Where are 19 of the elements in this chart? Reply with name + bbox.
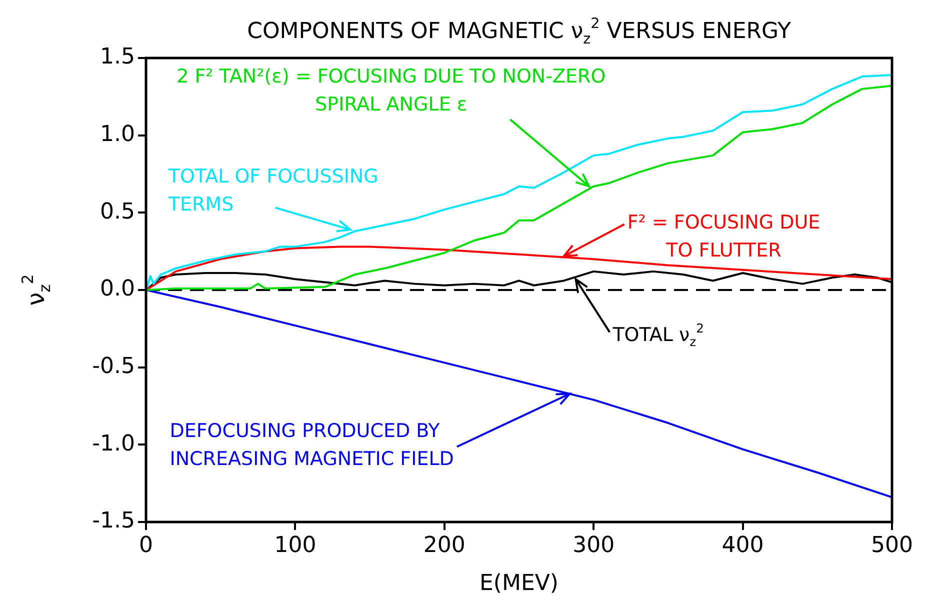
x-tick-label: 100 — [274, 532, 316, 558]
y-tick-label: 0.5 — [100, 199, 135, 224]
annotation: 2 F² TAN²(ε) = FOCUSING DUE TO NON-ZERO SPIRAL ANGLE ε — [176, 65, 606, 116]
x-tick-label: 200 — [423, 532, 466, 558]
y-tick-label: 0.0 — [100, 276, 135, 302]
y-tick-label: 1.5 — [100, 44, 135, 70]
y-tick-label: -1.5 — [92, 508, 135, 534]
y-tick-label: 1.0 — [100, 122, 135, 148]
x-tick-label: 0 — [139, 532, 153, 558]
y-axis-title: νz2 — [19, 274, 54, 306]
annotation: DEFOCUSING PRODUCED BY INCREASING MAGNETIC FIELD — [170, 420, 454, 470]
x-tick-label: 500 — [871, 532, 913, 558]
y-tick-label: -0.5 — [92, 354, 135, 380]
x-tick-label: 400 — [722, 532, 764, 558]
annotation: F² = FOCUSING DUE TO FLUTTER — [627, 211, 820, 262]
x-tick-label: 300 — [572, 532, 615, 558]
y-tick-label: -1.0 — [92, 431, 135, 456]
annotation: TOTAL OF FOCUSSING TERMS — [167, 166, 378, 216]
x-axis-title: E(MEV) — [480, 571, 558, 596]
